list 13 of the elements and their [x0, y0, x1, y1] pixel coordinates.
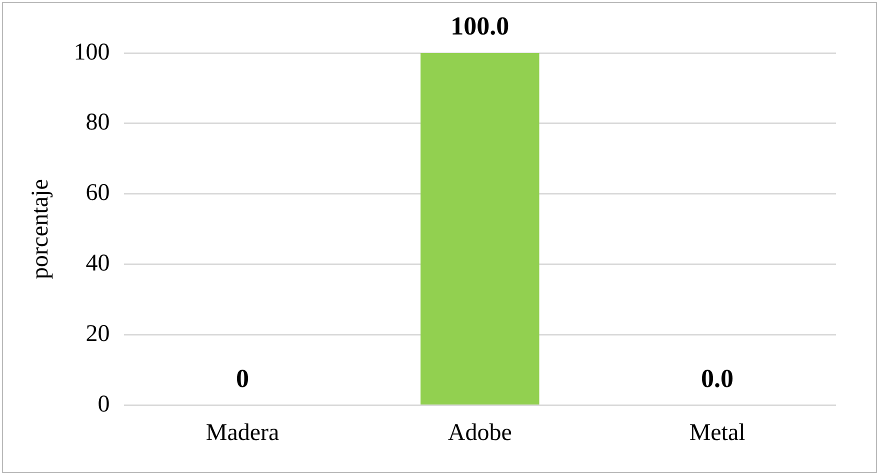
y-tick-label: 80 — [86, 110, 110, 136]
y-tick-label: 20 — [86, 321, 110, 348]
x-tick-label: Metal — [689, 420, 746, 446]
y-tick-label: 60 — [86, 180, 110, 206]
y-tick-label: 100 — [74, 39, 110, 66]
data-label: 0.0 — [701, 364, 734, 393]
x-tick-label: Adobe — [448, 420, 512, 446]
y-axis-title: porcentaje — [28, 179, 54, 280]
y-tick-label: 0 — [98, 391, 110, 418]
data-label: 0 — [236, 364, 249, 393]
x-tick-label: Madera — [206, 420, 280, 446]
data-label: 100.0 — [450, 12, 510, 41]
y-tick-label: 40 — [86, 250, 110, 277]
